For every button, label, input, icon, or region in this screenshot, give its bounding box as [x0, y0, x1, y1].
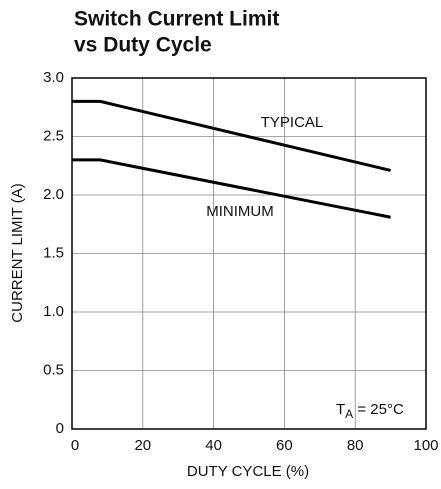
x-tick-label: 60 — [276, 437, 293, 454]
y-tick-label: 1.5 — [43, 244, 64, 261]
plot-frame — [71, 77, 427, 430]
series-label: MINIMUM — [206, 203, 274, 220]
line — [72, 158, 391, 219]
x-tick-label: 20 — [134, 437, 151, 454]
series-label: TYPICAL — [261, 114, 324, 131]
annotation-part: A — [345, 407, 353, 421]
line — [72, 99, 391, 172]
chart-title: vs Duty Cycle — [74, 34, 212, 57]
y-tick-label: 2.5 — [43, 127, 64, 144]
y-tick-label: 0.5 — [43, 361, 64, 378]
x-tick-label: 100 — [413, 437, 438, 454]
x-tick-label: 80 — [347, 437, 364, 454]
x-axis-label: DUTY CYCLE (%) — [187, 463, 309, 480]
annotation: TA = 25°C — [336, 401, 404, 421]
x-tick-label: 0 — [71, 437, 79, 454]
y-tick-label: 3.0 — [43, 69, 64, 86]
chart-title: Switch Current Limit — [74, 8, 279, 31]
annotation-part: T — [336, 401, 345, 418]
y-tick-label: 1.0 — [43, 303, 64, 320]
annotation-part: = 25°C — [353, 401, 404, 418]
y-tick-label: 0 — [56, 420, 64, 437]
y-tick-label: 2.0 — [43, 186, 64, 203]
x-tick-label: 40 — [205, 437, 222, 454]
y-axis-label: CURRENT LIMIT (A) — [9, 183, 26, 322]
